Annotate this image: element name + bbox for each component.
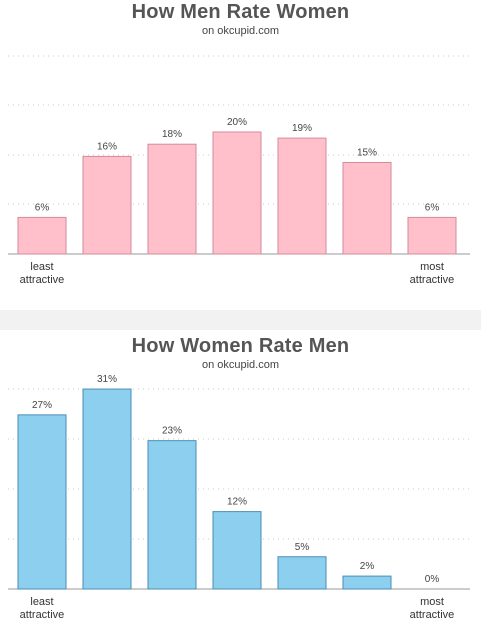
bar-5 — [277, 556, 327, 590]
least-attractive-line-2: attractive — [19, 609, 65, 621]
data-label-7: 6% — [425, 202, 440, 213]
chart-panel-men-rate-women: How Men Rate Women on okcupid.com 6% 16% 1… — [0, 0, 481, 310]
most-attractive-line-1: most — [420, 596, 444, 608]
least-attractive-line-1: least — [30, 596, 54, 608]
chart-subtitle: on okcupid.com — [201, 359, 280, 371]
data-label-3: 23% — [162, 426, 182, 437]
chart-title: How Men Rate Women — [131, 1, 350, 23]
data-label-5: 5% — [295, 542, 310, 553]
bar-4 — [212, 131, 262, 255]
data-label-2: 31% — [97, 374, 117, 385]
most-attractive-line-2: attractive — [409, 609, 455, 621]
bar-6 — [342, 575, 392, 590]
bar-1 — [17, 216, 67, 255]
data-label-3: 18% — [162, 129, 182, 140]
least-attractive-line-1: least — [30, 261, 54, 273]
bar-4 — [212, 511, 262, 590]
most-attractive-line-1: most — [420, 261, 444, 273]
least-attractive-line-2: attractive — [19, 274, 65, 286]
data-label-1: 27% — [32, 400, 52, 411]
most-attractive-label: most attractive — [397, 261, 467, 287]
data-label-6: 15% — [357, 148, 377, 159]
bar-chart-women-rate-men: 27% 31% 23% 12% 5% 2% 0% — [8, 374, 470, 590]
data-label-4: 12% — [227, 497, 247, 508]
bar-2 — [82, 388, 132, 590]
bar-chart-men-rate-women: 6% 16% 18% 20% 19% 15% 6% — [8, 55, 470, 255]
chart-title: How Women Rate Men — [131, 335, 350, 357]
bar-6 — [342, 162, 392, 255]
bar-5 — [277, 137, 327, 255]
bar-3 — [147, 440, 197, 590]
bar-7 — [407, 216, 457, 255]
most-attractive-line-2: attractive — [409, 274, 455, 286]
least-attractive-label: least attractive — [7, 261, 77, 287]
bar-3 — [147, 143, 197, 255]
data-label-5: 19% — [292, 123, 312, 134]
bar-1 — [17, 414, 67, 590]
data-label-2: 16% — [97, 141, 117, 152]
chart-subtitle: on okcupid.com — [201, 25, 280, 37]
chart-panel-women-rate-men: How Women Rate Men on okcupid.com 27% 31%… — [0, 330, 481, 627]
data-label-7: 0% — [425, 574, 440, 585]
data-label-1: 6% — [35, 202, 50, 213]
bar-2 — [82, 155, 132, 255]
data-label-6: 2% — [360, 561, 375, 572]
panel-separator — [0, 310, 481, 330]
data-label-4: 20% — [227, 117, 247, 128]
most-attractive-label: most attractive — [397, 596, 467, 622]
least-attractive-label: least attractive — [7, 596, 77, 622]
